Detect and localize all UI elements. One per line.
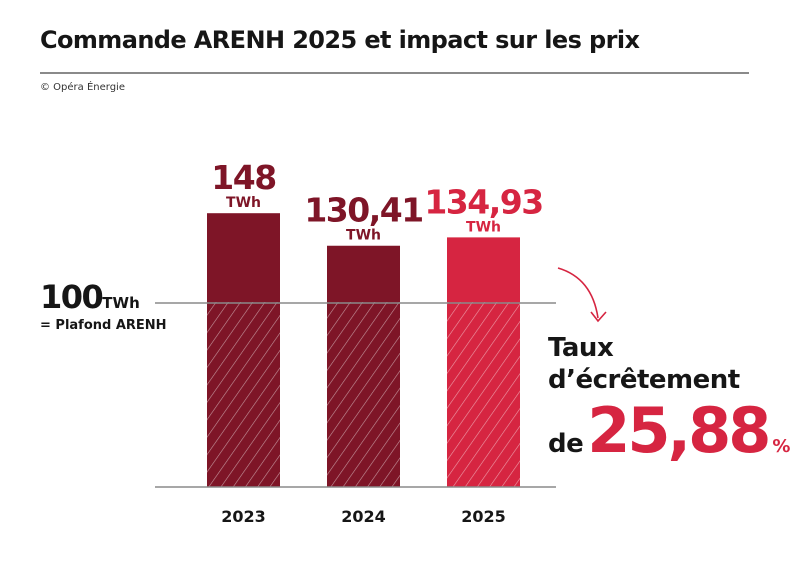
annotation-line2: d’écrêtement	[548, 365, 740, 395]
bar-hatch-2023	[207, 302, 280, 487]
x-tick-label: 2024	[341, 507, 386, 526]
arrow-head-icon	[590, 311, 607, 323]
value-label: 130,41	[304, 191, 422, 230]
bar-hatch-2024	[327, 302, 400, 487]
bar-hatch-2025	[447, 302, 520, 487]
annotation-line1: Taux	[548, 333, 614, 363]
annotation-text: Taux d’écrêtement	[548, 332, 740, 396]
copyright: © Opéra Énergie	[40, 82, 125, 93]
unit-label: TWh	[466, 219, 501, 235]
reference-label: 100TWh	[40, 278, 140, 316]
reference-caption: = Plafond ARENH	[40, 318, 167, 333]
value-label: 134,93	[424, 182, 542, 221]
reference-unit: TWh	[102, 294, 140, 312]
annotation-value-row: de 25,88 %	[548, 400, 790, 462]
unit-label: TWh	[346, 228, 381, 244]
chart-title: Commande ARENH 2025 et impact sur les pr…	[40, 26, 640, 54]
arrow-icon	[557, 267, 599, 319]
reference-value: 100	[40, 278, 104, 316]
title-divider	[40, 72, 749, 74]
annotation-line3: de	[548, 429, 584, 459]
x-tick-label: 2023	[221, 507, 266, 526]
unit-label: TWh	[226, 195, 261, 211]
annotation-value: 25,88	[587, 394, 771, 467]
value-label: 148	[211, 158, 275, 197]
annotation-unit: %	[772, 436, 791, 457]
x-tick-label: 2025	[461, 507, 506, 526]
